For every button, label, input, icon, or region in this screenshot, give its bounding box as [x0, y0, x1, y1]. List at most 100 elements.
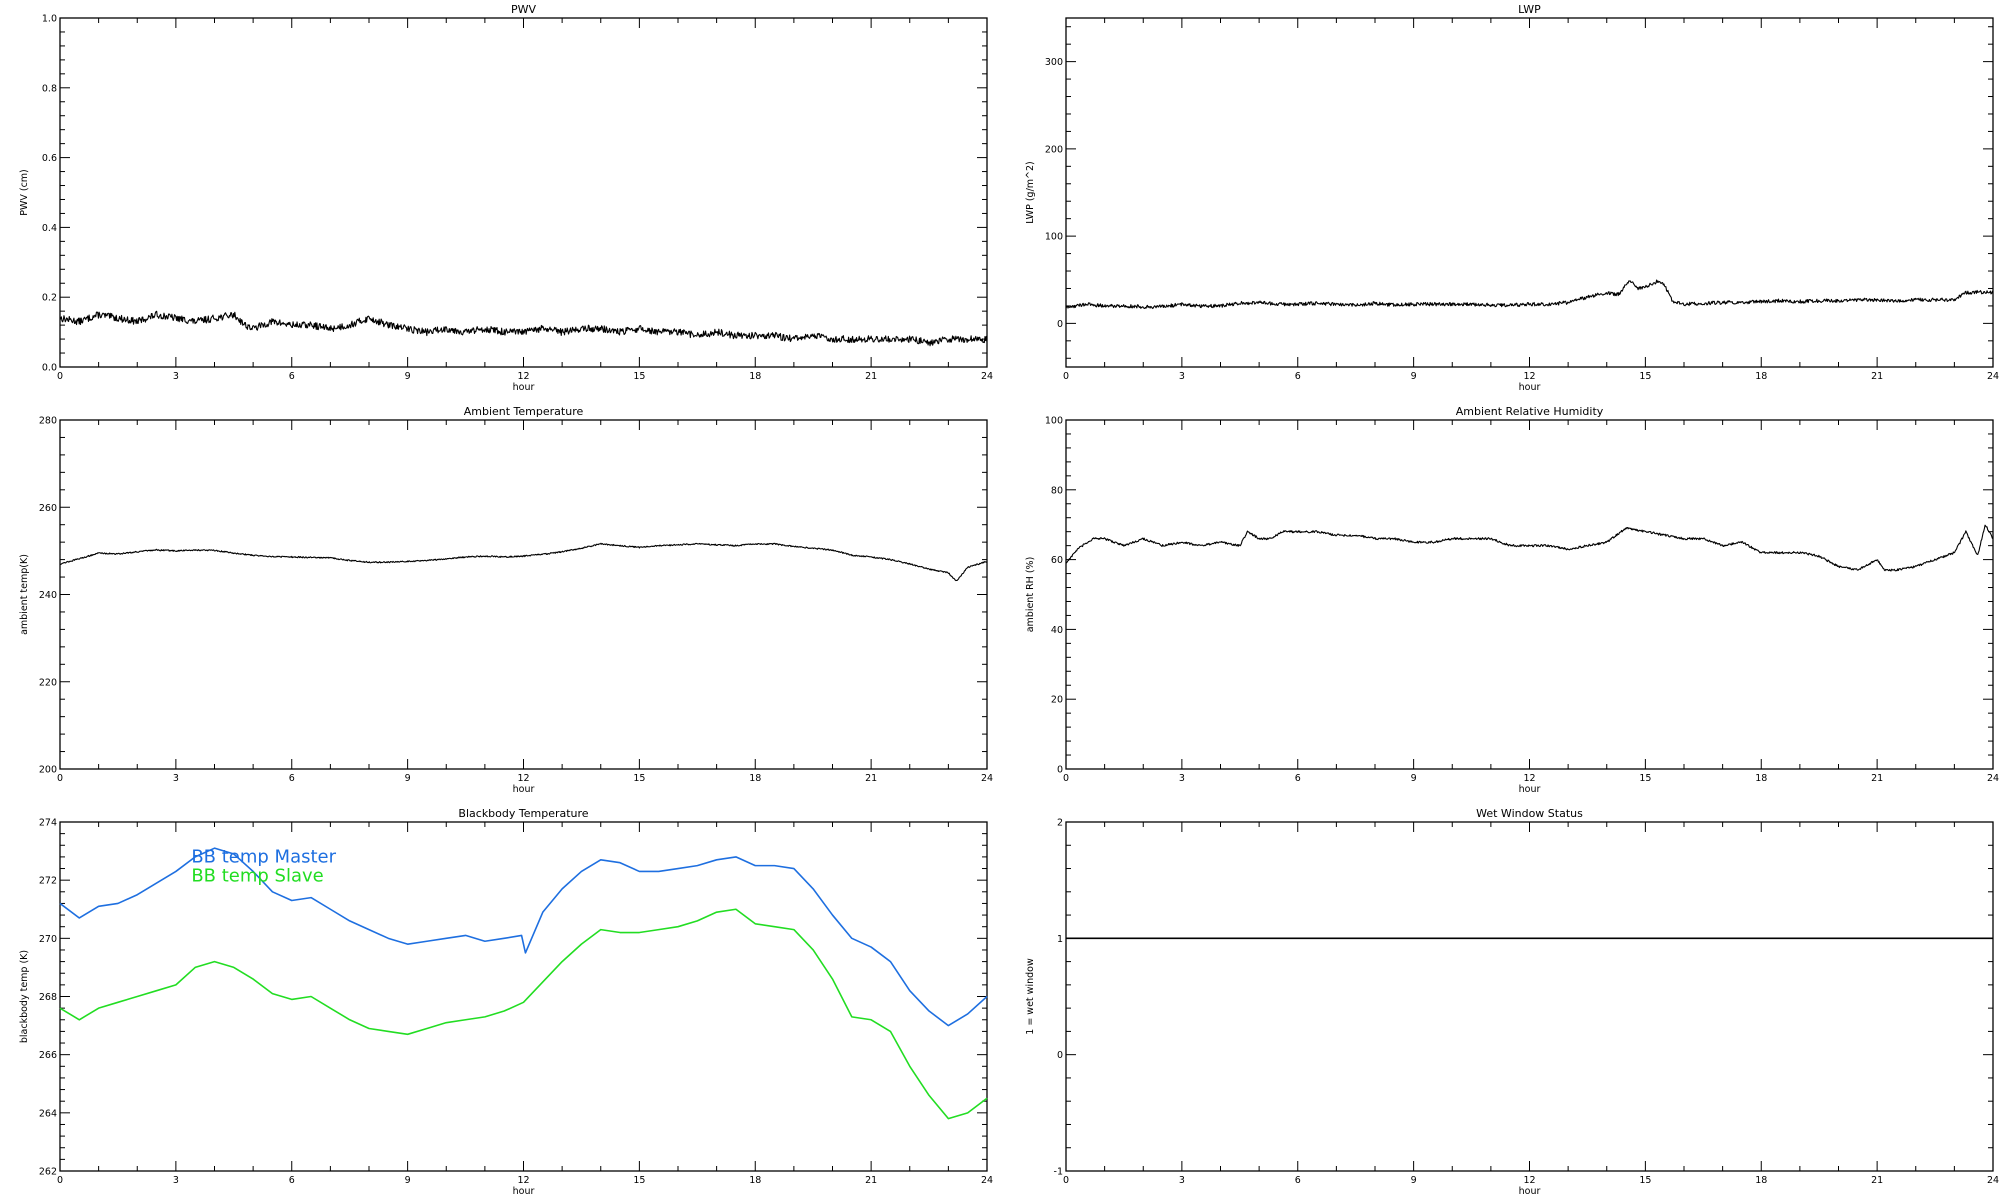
y-tick-label: 100: [1045, 416, 1063, 427]
x-tick-label: 6: [289, 371, 295, 382]
x-tick-label: 15: [633, 371, 645, 382]
x-tick-label: 21: [1871, 1175, 1883, 1186]
x-tick-label: 6: [1295, 1175, 1301, 1186]
x-tick-label: 3: [173, 1175, 179, 1186]
x-tick-label: 3: [173, 773, 179, 784]
x-tick-label: 0: [1063, 371, 1069, 382]
x-tick-label: 9: [1411, 371, 1417, 382]
x-tick-label: 12: [517, 371, 529, 382]
plot-title: LWP: [1518, 3, 1541, 16]
y-axis-label: ambient RH (%): [1025, 557, 1036, 633]
y-tick-label: 270: [39, 934, 57, 945]
x-tick-label: 6: [1295, 773, 1301, 784]
x-tick-label: 9: [1411, 773, 1417, 784]
x-axis-label: hour: [513, 784, 535, 795]
y-tick-label: 0: [1057, 765, 1063, 776]
y-tick-label: 262: [39, 1167, 57, 1178]
x-tick-label: 6: [289, 1175, 295, 1186]
x-axis-label: hour: [1519, 784, 1541, 795]
x-tick-label: 18: [749, 773, 761, 784]
x-axis-label: hour: [513, 382, 535, 393]
y-tick-label: 220: [39, 677, 57, 688]
y-tick-label: 80: [1051, 485, 1063, 496]
x-axis-label: hour: [513, 1186, 535, 1197]
legend-entry: BB temp Slave: [191, 866, 323, 887]
y-tick-label: 40: [1051, 625, 1063, 636]
x-tick-label: 21: [1871, 371, 1883, 382]
y-tick-label: 266: [39, 1050, 57, 1061]
x-tick-label: 15: [1639, 371, 1651, 382]
x-tick-label: 12: [517, 1175, 529, 1186]
x-tick-label: 12: [517, 773, 529, 784]
x-tick-label: 18: [749, 371, 761, 382]
plot-frame: [1065, 419, 1994, 770]
x-tick-label: 24: [1987, 773, 1999, 784]
y-tick-label: 240: [39, 590, 57, 601]
y-tick-label: 260: [39, 503, 57, 514]
series-line-0: [59, 542, 988, 582]
x-tick-label: 6: [1295, 371, 1301, 382]
plot-ambient-temp: Ambient Temperature 0 3 6 9 12 15 18 21 24 hour 200…: [19, 405, 993, 795]
x-tick-label: 9: [1411, 1175, 1417, 1186]
x-tick-label: 3: [1179, 773, 1185, 784]
x-tick-label: 24: [981, 1175, 993, 1186]
series-line-0: [1065, 524, 1994, 572]
y-tick-label: 100: [1045, 232, 1063, 243]
x-tick-label: 15: [1639, 1175, 1651, 1186]
y-tick-label: 1: [1057, 934, 1063, 945]
y-axis-label: 1 = wet window: [1025, 958, 1036, 1035]
y-tick-label: 200: [39, 765, 57, 776]
y-axis-label: ambient temp(K): [19, 554, 30, 635]
plot-frame: [59, 419, 988, 770]
x-tick-label: 18: [749, 1175, 761, 1186]
x-tick-label: 12: [1523, 773, 1535, 784]
y-tick-label: 0.8: [42, 83, 57, 94]
legend-entry: BB temp Master: [191, 847, 336, 868]
y-tick-label: 272: [39, 876, 57, 887]
x-tick-label: 21: [865, 371, 877, 382]
x-tick-label: 0: [57, 371, 63, 382]
y-tick-label: 0: [1057, 319, 1063, 330]
y-tick-label: 2: [1057, 818, 1063, 829]
plot-title: Ambient Relative Humidity: [1456, 405, 1604, 418]
x-tick-label: 0: [1063, 773, 1069, 784]
y-axis-label: blackbody temp (K): [19, 950, 30, 1043]
series-line-0: [59, 310, 988, 347]
y-tick-label: 1.0: [42, 14, 57, 25]
x-tick-label: 24: [1987, 1175, 1999, 1186]
y-tick-label: 0.2: [42, 293, 57, 304]
plot-blackbody-temp: Blackbody Temperature 0 3 6 9 12 15 18 21 24 hour 2…: [19, 807, 993, 1197]
x-tick-label: 9: [405, 1175, 411, 1186]
x-tick-label: 15: [633, 1175, 645, 1186]
x-tick-label: 3: [1179, 371, 1185, 382]
plot-pwv: PWV 0 3 6 9 12 15 18 21 24 hour 0.0 0.2 0.4 0.6 0.8 1.0 P…: [19, 3, 993, 393]
plot-frame: [59, 17, 988, 368]
y-tick-label: 20: [1051, 695, 1063, 706]
x-tick-label: 12: [1523, 371, 1535, 382]
x-tick-label: 12: [1523, 1175, 1535, 1186]
x-tick-label: 18: [1755, 1175, 1767, 1186]
y-tick-label: 0: [1057, 1050, 1063, 1061]
plot-lwp: LWP 0 3 6 9 12 15 18 21 24 hour 0 100 200 300 LWP (g/m^…: [1025, 3, 1999, 393]
x-tick-label: 9: [405, 773, 411, 784]
x-tick-label: 3: [1179, 1175, 1185, 1186]
x-tick-label: 15: [633, 773, 645, 784]
series-line-0: [1065, 279, 1994, 310]
plot-frame: [1065, 17, 1994, 368]
y-tick-label: 280: [39, 416, 57, 427]
x-tick-label: 24: [1987, 371, 1999, 382]
x-axis-label: hour: [1519, 382, 1541, 393]
x-tick-label: 21: [865, 773, 877, 784]
plot-title: Wet Window Status: [1476, 807, 1583, 820]
series-line-0: [59, 847, 988, 1027]
y-tick-label: 268: [39, 992, 57, 1003]
y-tick-label: -1: [1054, 1167, 1063, 1178]
y-axis-label: LWP (g/m^2): [1025, 161, 1036, 223]
y-tick-label: 60: [1051, 555, 1063, 566]
plot-ambient-rh: Ambient Relative Humidity 0 3 6 9 12 15 18 21 24 h…: [1025, 405, 1999, 795]
y-tick-label: 300: [1045, 57, 1063, 68]
y-tick-label: 0.0: [42, 363, 57, 374]
x-tick-label: 0: [57, 773, 63, 784]
x-tick-label: 21: [1871, 773, 1883, 784]
